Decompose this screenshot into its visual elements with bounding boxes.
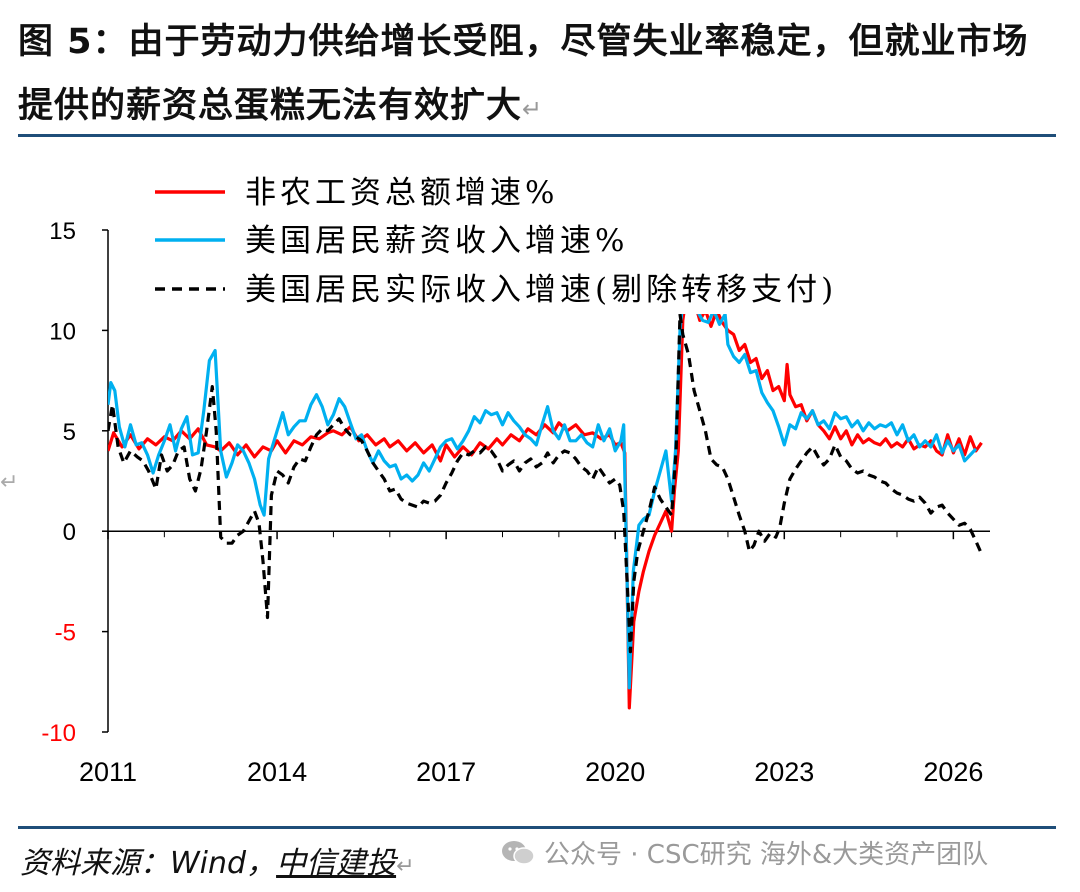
wechat-icon	[502, 840, 535, 865]
legend-label-2: 美国居民薪资收入增速%	[245, 223, 628, 259]
y-tick-label: 0	[63, 519, 76, 546]
legend-label-1: 非农工资总额增速%	[245, 175, 558, 211]
return-mark-icon: ↵	[522, 95, 544, 123]
return-mark-icon: ↵	[0, 470, 19, 495]
chart-title: 图 5：由于劳动力供给增长受阻，尽管失业率稳定，但就业市场提供的薪资总蛋糕无法有…	[18, 10, 1063, 141]
y-tick-label: -5	[55, 620, 76, 647]
x-tick-label: 2017	[416, 757, 476, 787]
series-line-1	[108, 314, 983, 710]
watermark-text: 公众号 · CSC研究 海外&大类资产团队	[544, 840, 989, 870]
source-org: 中信建投	[276, 846, 397, 881]
x-tick-label: 2023	[754, 757, 814, 787]
y-tick-label: -10	[41, 720, 76, 747]
legend-label-3: 美国居民实际收入增速(剔除转移支付)	[245, 272, 837, 308]
watermark: 公众号 · CSC研究 海外&大类资产团队	[500, 834, 988, 871]
series-line-3	[108, 314, 982, 654]
x-tick-label: 2026	[923, 757, 983, 787]
y-tick-label: 15	[49, 218, 76, 245]
source-prefix: 资料来源：Wind，	[20, 846, 277, 881]
return-mark-icon: ↵	[396, 854, 415, 879]
title-rule	[18, 134, 1056, 137]
y-tick-label: 5	[63, 419, 76, 446]
source-note: 资料来源：Wind，中信建投↵	[20, 838, 415, 882]
y-tick-label: 10	[49, 318, 76, 345]
x-tick-label: 2014	[247, 757, 307, 787]
chart-legend: 非农工资总额增速% 美国居民薪资收入增速% 美国居民实际收入增速(剔除转移支付)	[155, 175, 837, 308]
footer-rule	[18, 826, 1056, 829]
series-line-2	[108, 314, 978, 690]
title-text: 图 5：由于劳动力供给增长受阻，尽管失业率稳定，但就业市场提供的薪资总蛋糕无法有…	[18, 22, 1029, 126]
x-tick-label: 2020	[585, 757, 645, 787]
chart-series	[108, 314, 983, 710]
x-tick-label: 2011	[79, 757, 137, 787]
